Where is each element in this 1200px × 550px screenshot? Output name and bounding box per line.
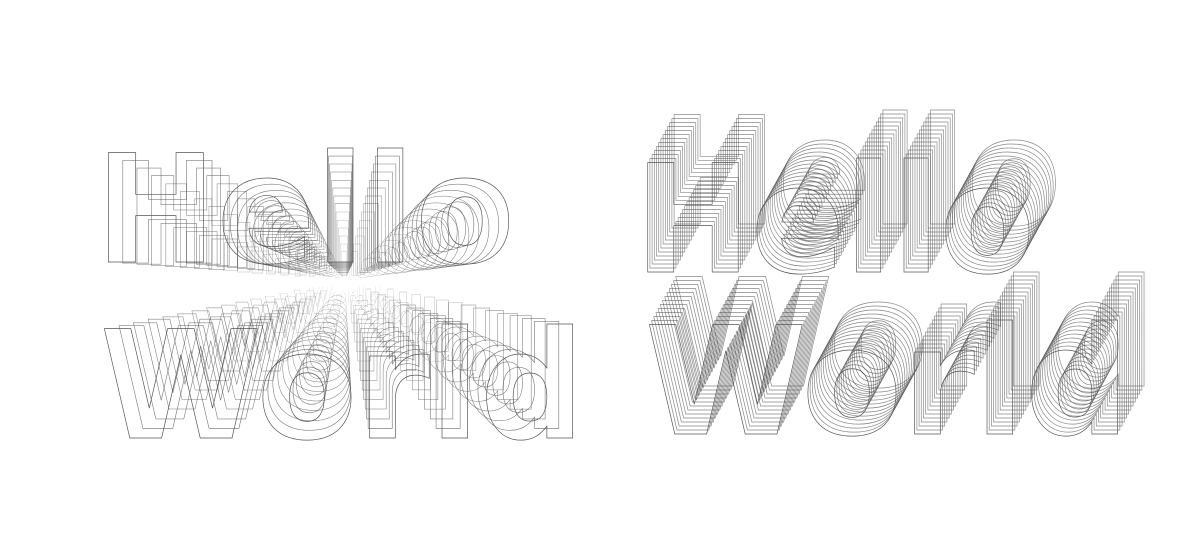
extrusion-layer: Hello <box>156 161 474 293</box>
extrusion-layer: World <box>174 293 512 415</box>
hello-block-extrusion-layers: HelloHelloHelloHelloHelloHelloHelloHello… <box>637 86 1062 305</box>
extrusion-layer: World <box>279 285 410 333</box>
extrusion-layer: Hello <box>277 237 391 285</box>
extrusion-layer: Hello <box>650 106 1050 280</box>
extrusion-layer: World <box>663 264 1148 438</box>
extrusion-layer: World <box>656 276 1141 450</box>
block-extrusion-artwork: HelloHelloHelloHelloHelloHelloHelloHello… <box>635 86 1157 471</box>
extrusion-layer: Hello <box>262 228 401 286</box>
extrusion-layer: Hello <box>201 191 443 291</box>
extrusion-layer: Hello <box>646 114 1046 288</box>
extrusion-layer: World <box>308 284 381 310</box>
extrusion-layer: World <box>667 256 1152 430</box>
hello-word-outline: Hello <box>95 124 515 298</box>
extrusion-layer: World <box>649 288 1134 462</box>
extrusion-layer: Hello <box>247 218 412 287</box>
extrusion-layer: World <box>658 272 1143 446</box>
extrusion-layer: Hello <box>653 102 1053 276</box>
extrusion-layer: World <box>145 295 542 438</box>
extrusion-layer: Hello <box>637 130 1037 304</box>
extrusion-layer: World <box>669 252 1154 426</box>
extrusion-layer: World <box>654 280 1139 454</box>
hello-word-outline: Hello <box>635 134 1035 308</box>
world-word-outline: World <box>645 296 1130 470</box>
extrusion-layer: Hello <box>141 151 485 294</box>
radial-extrusion-artwork: HelloHelloHelloHelloHelloHelloHelloHello… <box>95 124 586 475</box>
extrusion-layer: Hello <box>292 248 381 284</box>
extrusion-layer: World <box>660 268 1145 442</box>
extrusion-layer: Hello <box>186 181 453 292</box>
extrusion-layer: Hello <box>110 133 504 297</box>
extrusion-layer: Hello <box>661 86 1061 260</box>
extrusion-layer: Hello <box>125 143 494 296</box>
extrusion-layer: World <box>130 298 556 451</box>
extrusion-layer: Hello <box>655 98 1055 272</box>
extrusion-layer: Hello <box>644 118 1044 292</box>
extrusion-layer: Hello <box>232 210 423 289</box>
extrusion-layer: World <box>293 285 395 321</box>
extrusion-layer: World <box>665 260 1150 434</box>
extrusion-layer: Hello <box>308 257 371 283</box>
hello-extrusion-layers: HelloHelloHelloHelloHelloHelloHelloHello… <box>110 133 505 298</box>
extrusion-layer: Hello <box>639 126 1039 300</box>
world-word-outline: World <box>100 300 585 474</box>
extrusion-layer: World <box>219 290 468 380</box>
extrusion-layer: World <box>234 290 454 369</box>
extrusion-layer: World <box>204 292 483 392</box>
world-block-extrusion-layers: WorldWorldWorldWorldWorldWorldWorldWorld… <box>647 248 1157 467</box>
extrusion-layer: Hello <box>171 170 463 292</box>
extrusion-layer: World <box>264 286 425 344</box>
extrusion-layer: Hello <box>217 200 433 290</box>
extrusion-layer: World <box>671 248 1156 422</box>
extrusion-layer: Hello <box>659 90 1059 264</box>
extrusion-layer: Hello <box>648 110 1048 284</box>
extrusion-layer: Hello <box>657 94 1057 268</box>
extrusion-layer: World <box>652 284 1137 458</box>
extrusion-layer: World <box>160 295 527 427</box>
extrusion-layer: World <box>647 292 1132 466</box>
extrusion-layer: World <box>249 287 440 356</box>
extrusion-layer: Hello <box>642 122 1042 296</box>
extrusion-layer: World <box>115 298 570 462</box>
world-extrusion-layers: WorldWorldWorldWorldWorldWorldWorldWorld… <box>115 284 571 463</box>
extrusion-layer: World <box>189 292 497 403</box>
